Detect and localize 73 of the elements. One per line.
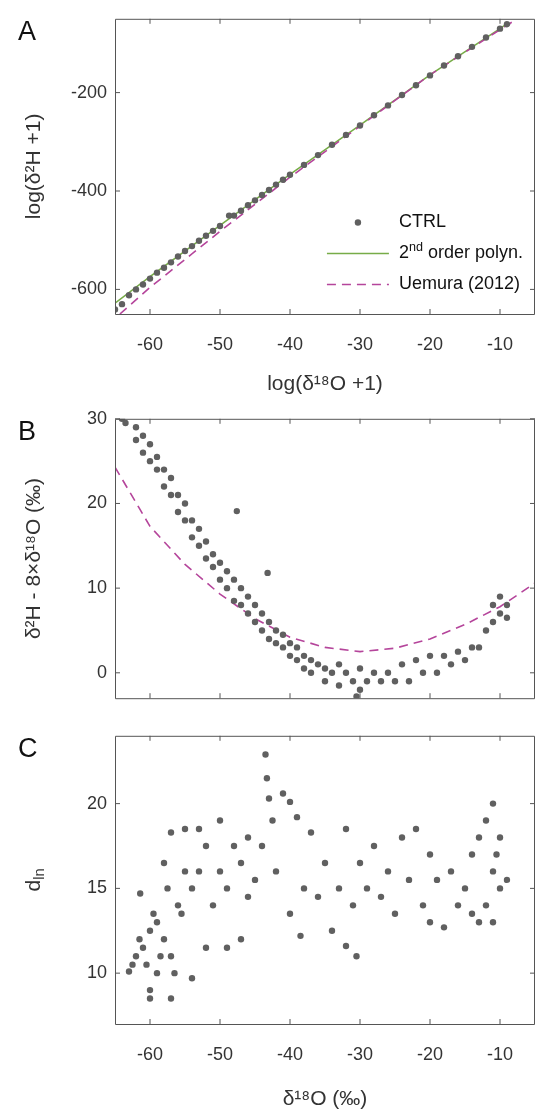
x-tick-label: -30: [346, 333, 374, 354]
point: [209, 227, 217, 235]
legend-label: CTRL: [398, 211, 446, 232]
x-tick-label: -60: [136, 333, 164, 354]
point: [188, 242, 196, 250]
point: [244, 202, 252, 209]
x-tick-label: -50: [206, 333, 234, 354]
y-tick-label: 30: [86, 407, 107, 428]
point: [482, 34, 490, 41]
point: [384, 102, 392, 109]
y-axis-title: δ²H - 8×δ¹⁸O (‰): [20, 477, 44, 640]
x-tick-label: -20: [416, 1043, 444, 1064]
point: [426, 72, 434, 79]
x-tick-label: -60: [136, 1043, 164, 1064]
point: [454, 52, 462, 60]
point: [237, 207, 245, 214]
point: [153, 269, 161, 276]
y-tick-label: 15: [86, 877, 107, 898]
x-tick-label: -10: [486, 1043, 514, 1064]
point: [174, 253, 182, 260]
point: [125, 292, 133, 299]
point: [181, 247, 189, 255]
point: [398, 91, 406, 99]
point: [412, 82, 420, 89]
point: [118, 300, 126, 308]
point: [356, 122, 364, 129]
point: [468, 43, 476, 51]
point: [202, 232, 210, 239]
point: [314, 151, 322, 159]
point: [496, 25, 504, 32]
x-tick-label: -10: [486, 333, 514, 354]
point: [440, 62, 448, 69]
point: [216, 222, 224, 230]
y-tick-label: -200: [70, 81, 107, 102]
point: [342, 131, 350, 139]
x-tick-label: -50: [206, 1043, 234, 1064]
y-tick-label: 10: [86, 962, 107, 983]
y-tick-label: -400: [70, 179, 107, 200]
chart-title: C: [18, 733, 38, 764]
x-tick-label: -40: [276, 1043, 304, 1064]
y-tick-label: 20: [86, 492, 107, 513]
point: [251, 197, 259, 204]
x-axis-title: log(δ¹⁸O +1): [267, 370, 383, 394]
chart-title: A: [18, 16, 37, 47]
y-tick-label: 0: [96, 661, 107, 682]
point: [370, 112, 378, 119]
point: [146, 275, 154, 282]
point: [328, 141, 336, 148]
point: [167, 259, 175, 266]
x-tick-label: -40: [276, 333, 304, 354]
chart-title: B: [18, 416, 37, 447]
x-tick-label: -30: [346, 1043, 374, 1064]
point: [272, 181, 280, 188]
x-axis-title: δ¹⁸O (‰): [282, 1085, 368, 1109]
point: [139, 281, 147, 288]
point: [132, 286, 140, 293]
point: [160, 264, 168, 271]
point: [195, 237, 203, 244]
y-tick-label: 10: [86, 577, 107, 598]
point: [286, 171, 294, 178]
y-tick-label: -600: [70, 278, 107, 299]
y-axis-title: log(δ²H +1): [20, 113, 44, 220]
x-tick-label: -20: [416, 333, 444, 354]
point: [265, 186, 273, 194]
point: [279, 176, 287, 183]
point: [225, 212, 233, 219]
y-axis-title: dln: [20, 868, 48, 892]
point: [300, 161, 308, 169]
point: [258, 191, 266, 199]
point: [503, 21, 511, 28]
y-tick-label: 20: [86, 792, 107, 813]
legend-label: Uemura (2012): [398, 273, 520, 294]
point: [230, 212, 238, 219]
